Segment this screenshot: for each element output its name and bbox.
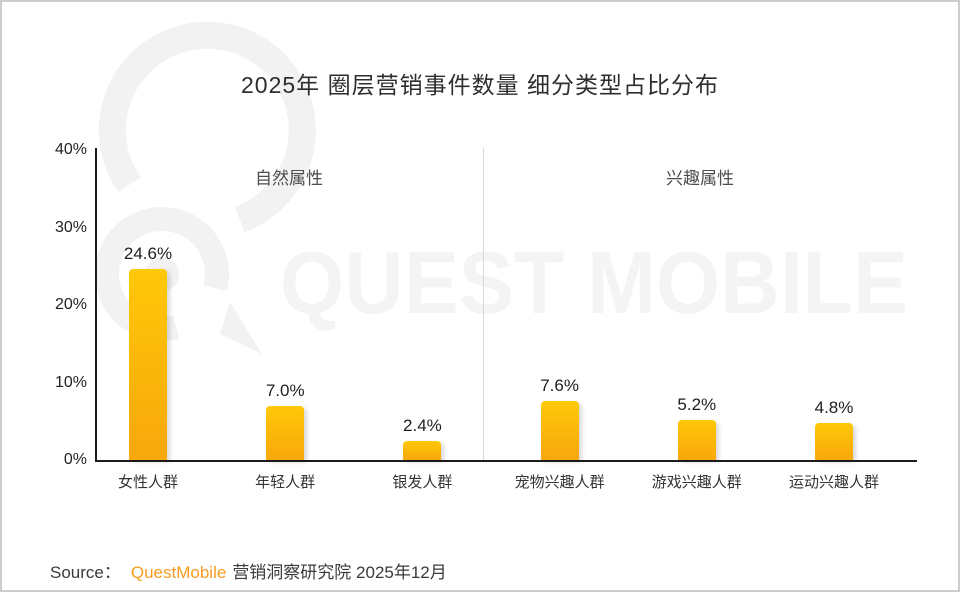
bar-value-label: 7.6%: [540, 376, 579, 396]
y-axis-tick-label: 20%: [54, 296, 87, 313]
bar: [677, 419, 716, 460]
category-label: 银发人群: [392, 474, 453, 491]
bar: [266, 405, 305, 460]
bar: [815, 422, 853, 460]
category-label: 宠物兴趣人群: [514, 474, 605, 491]
y-axis-tick-label: 40%: [54, 141, 87, 158]
category-label: 游戏兴趣人群: [651, 474, 742, 491]
y-axis-tick-label: 10%: [54, 373, 87, 391]
y-axis-tick-label: 0%: [63, 451, 87, 468]
source-brand: QuestMobile: [130, 563, 227, 582]
source-suffix: 营销洞察研究院 2025年12月: [232, 563, 447, 582]
bar-value-label: 2.4%: [403, 416, 442, 436]
y-axis-tick-label: 30%: [54, 218, 87, 236]
section-label: 自然属性: [255, 169, 323, 188]
section-divider-line: [483, 148, 484, 460]
category-label: 女性人群: [117, 474, 178, 491]
bar-value-label: 7.0%: [265, 380, 305, 400]
chart-title: 2025年 圈层营销事件数量 细分类型占比分布: [241, 72, 719, 98]
category-label: 运动兴趣人群: [788, 474, 879, 491]
bar: [403, 441, 442, 460]
bar-value-label: 24.6%: [123, 244, 173, 264]
category-label: 年轻人群: [255, 474, 316, 491]
y-axis-line: [95, 148, 97, 460]
bar: [540, 401, 579, 460]
source-line: Source： QuestMobile 营销洞察研究院 2025年12月: [50, 558, 447, 583]
bar: [129, 269, 167, 460]
bar-value-label: 4.8%: [814, 397, 854, 417]
x-axis-line: [95, 460, 917, 462]
source-prefix: Source：: [50, 563, 121, 582]
section-label: 兴趣属性: [666, 169, 734, 188]
bar-value-label: 5.2%: [677, 394, 717, 414]
